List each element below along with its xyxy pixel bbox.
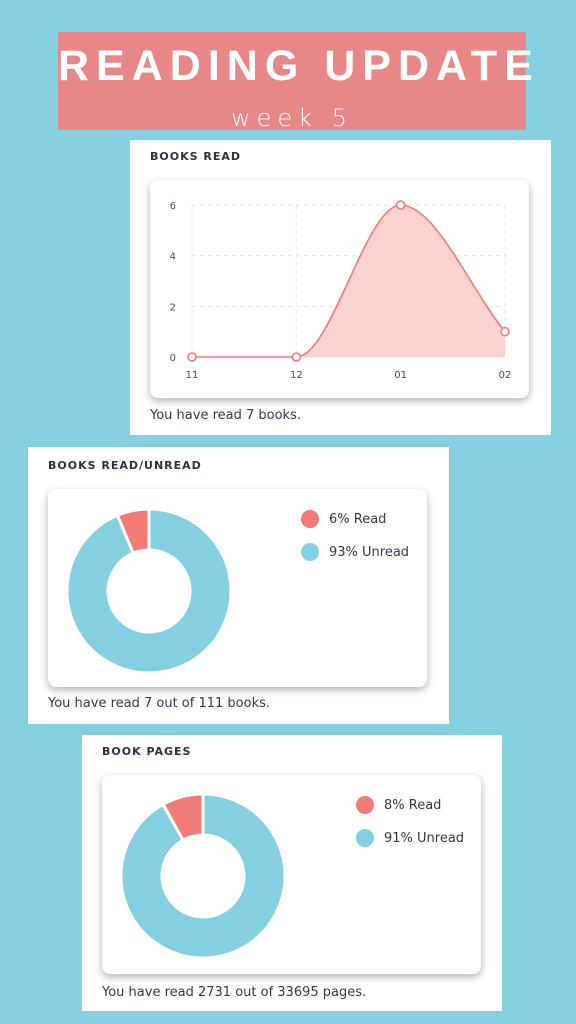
legend-unread: 93% Unread	[301, 543, 409, 561]
data-point[interactable]	[500, 326, 510, 337]
chart-card: 6% Read 93% Unread	[48, 489, 427, 687]
legend-read: 6% Read	[301, 510, 386, 528]
slice-unread[interactable]	[102, 775, 302, 974]
unread-swatch	[356, 829, 374, 847]
series-line	[191, 204, 506, 358]
legend-label: 8% Read	[384, 797, 442, 813]
panel-title: BOOKS READ	[150, 150, 241, 163]
page-title: READING UPDATE	[58, 42, 540, 90]
panel-title: BOOK PAGES	[102, 745, 192, 758]
legend-unread: 91% Unread	[356, 829, 464, 847]
books-read-unread-donut	[48, 489, 248, 687]
y-tick-label: 6	[170, 201, 176, 212]
donut-group	[48, 489, 248, 687]
y-tick-label: 4	[170, 252, 176, 263]
chart-caption: You have read 7 out of 111 books.	[48, 696, 271, 711]
donut-group	[102, 775, 302, 974]
panel-title: BOOKS READ/UNREAD	[48, 459, 202, 472]
chart-caption: You have read 7 books.	[150, 408, 301, 423]
legend-label: 6% Read	[329, 511, 387, 527]
books-read-panel: BOOKS READ 0 2 4 6 11 12 01 02 You have read 7 …	[130, 140, 551, 435]
y-tick-label: 2	[170, 302, 176, 313]
read-swatch	[356, 796, 374, 814]
x-tick-label: 02	[499, 370, 512, 381]
legend-read: 8% Read	[356, 796, 441, 814]
books-read-unread-panel: BOOKS READ/UNREAD 6% Read 93% Unread You…	[28, 447, 449, 724]
unread-swatch	[301, 543, 319, 561]
book-pages-donut	[102, 775, 302, 974]
x-tick-label: 12	[290, 370, 303, 381]
x-tick-label: 11	[186, 370, 199, 381]
read-swatch	[301, 510, 319, 528]
x-tick-label: 01	[394, 370, 407, 381]
slice-unread[interactable]	[48, 489, 248, 687]
data-point[interactable]	[187, 352, 197, 362]
legend-label: 91% Unread	[384, 830, 465, 846]
y-tick-label: 0	[170, 353, 176, 364]
header-banner: READING UPDATE week 5	[58, 32, 540, 132]
chart-caption: You have read 2731 out of 33695 pages.	[102, 985, 367, 1000]
data-point[interactable]	[291, 352, 302, 362]
data-point[interactable]	[395, 200, 406, 210]
chart-card: 0 2 4 6 11 12 01 02	[150, 180, 529, 398]
page-subtitle: week 5	[231, 104, 353, 132]
legend-label: 93% Unread	[329, 544, 410, 560]
book-pages-panel: BOOK PAGES 8% Read 91% Unread You have r…	[82, 735, 502, 1011]
chart-card: 8% Read 91% Unread	[102, 775, 481, 974]
